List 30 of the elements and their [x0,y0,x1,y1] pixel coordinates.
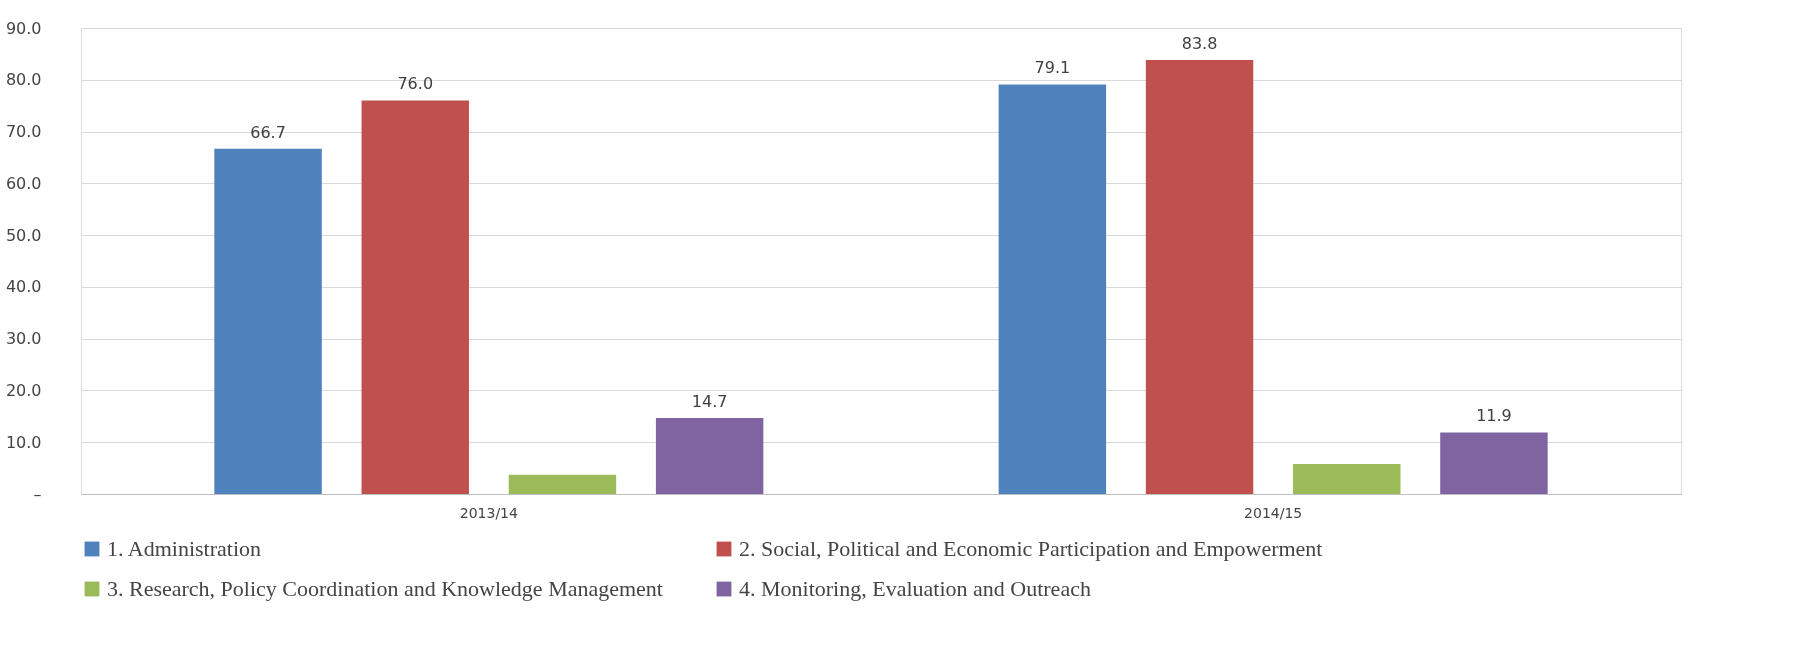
y-tick-label: 90.0 [5,18,42,38]
y-tick-label: 20.0 [5,380,42,400]
data-label: 14.7 [691,391,728,411]
y-tick-label: 70.0 [5,122,42,142]
y-tick-label: – [33,484,42,504]
y-tick-label: 50.0 [5,225,42,245]
y-tick-label: 60.0 [5,173,42,193]
x-tick-label: 2013/14 [459,504,519,521]
data-label: 66.7 [250,122,286,142]
legend-label: 2. Social, Political and Economic Participation and Empowerment [739,536,1323,561]
data-label: 79.1 [1034,58,1071,78]
bar [508,474,617,494]
bar [998,84,1107,494]
data-label: 11.9 [1476,406,1512,426]
data-label: 76.0 [397,74,434,94]
bar [1440,432,1548,494]
y-tick-label: 40.0 [5,277,42,297]
bar [214,148,322,494]
y-tick-label: 80.0 [5,70,42,90]
bar [655,417,764,494]
data-label: 83.8 [1181,34,1218,54]
legend-label: 4. Monitoring, Evaluation and Outreach [739,576,1091,601]
legend-label: 1. Administration [107,536,261,561]
y-tick-label: 30.0 [5,329,42,349]
bar [1145,60,1254,494]
bar [361,100,469,494]
x-tick-label: 2014/15 [1244,504,1303,521]
y-tick-label: 10.0 [5,432,42,452]
legend-label: 3. Research, Policy Coordination and Knowledge Management [107,576,663,601]
bar [1293,463,1401,494]
